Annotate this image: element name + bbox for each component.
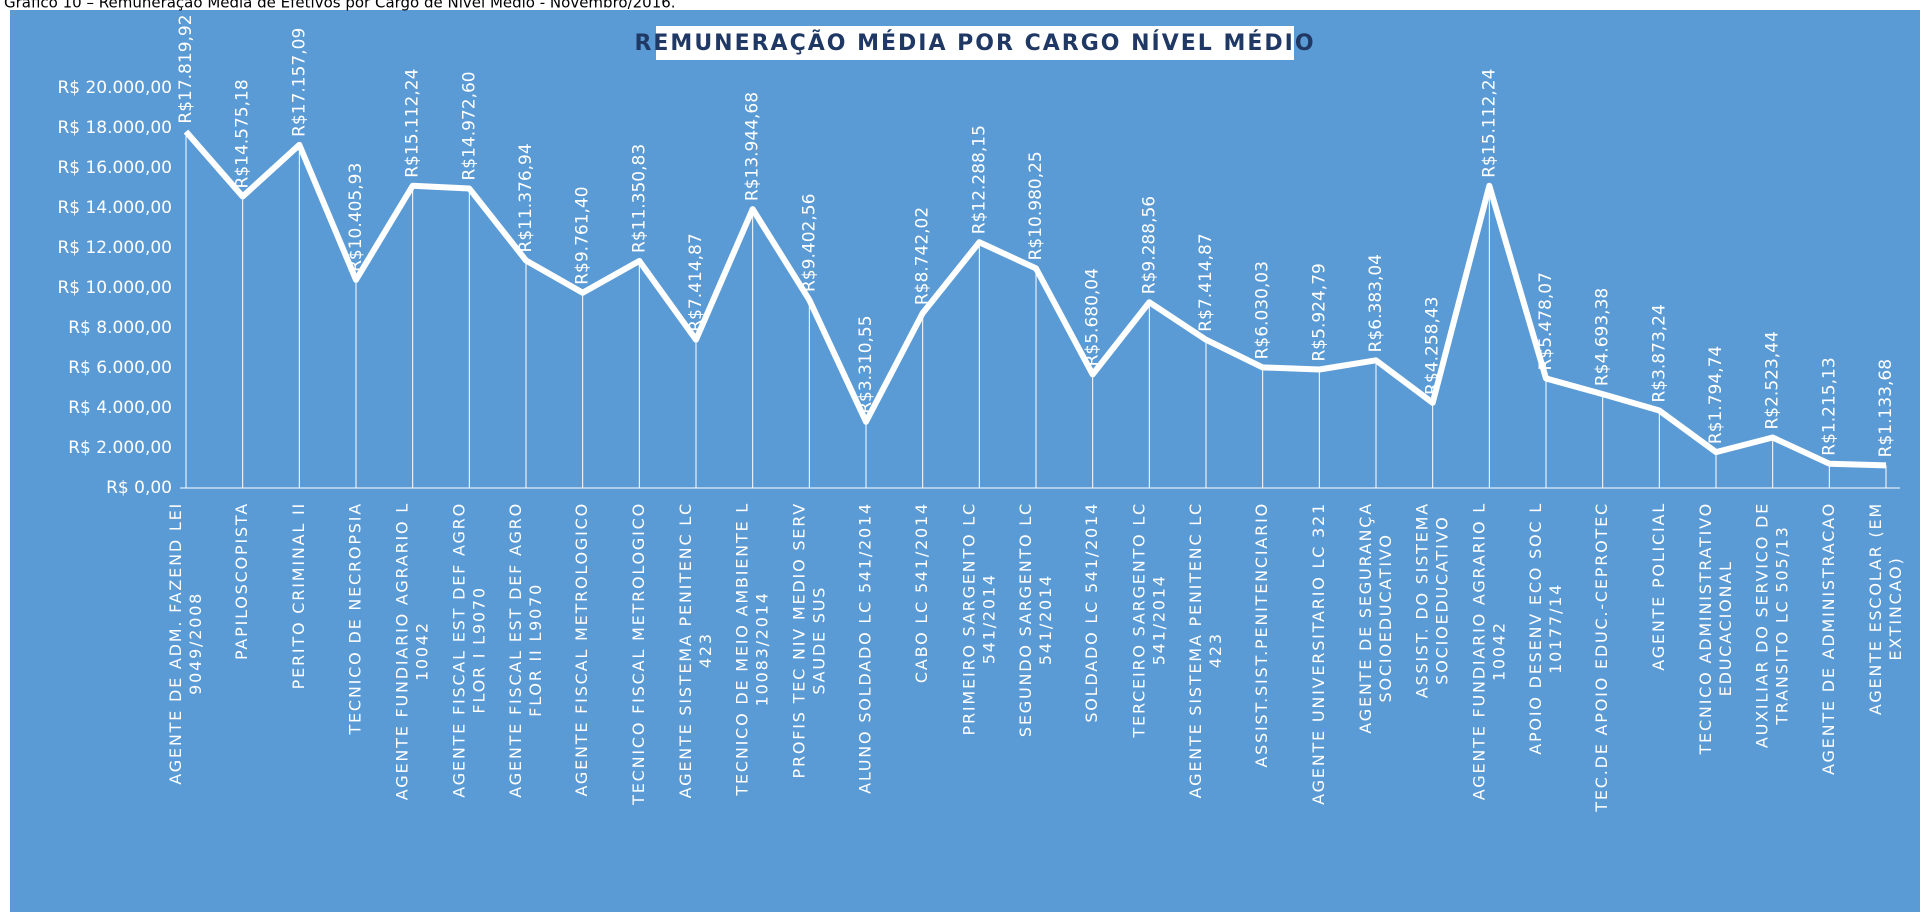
data-label: R$1.215,13: [1819, 357, 1839, 455]
y-tick-label: R$ 2.000,00: [68, 438, 172, 458]
x-tick-label: PROFIS TEC NIV MEDIO SERVSAUDE SUS: [789, 502, 828, 778]
line: [183, 129, 1887, 469]
data-label: R$9.761,40: [573, 186, 593, 284]
x-tick-label: AGENTE POLICIAL: [1649, 502, 1668, 671]
x-tick-label: TECNICO DE NECROPSIA: [346, 502, 365, 736]
x-tick-label: TERCEIRO SARGENTO LC541/2014: [1129, 502, 1168, 739]
y-tick-label: R$ 18.000,00: [57, 118, 172, 138]
x-tick-label: PERITO CRIMINAL II: [289, 502, 308, 689]
x-tick-label: AGENTE DE SEGURANÇASOCIOEDUCATIVO: [1356, 502, 1395, 734]
x-tick-label: ASSIST. DO SISTEMASOCIOEDUCATIVO: [1412, 502, 1451, 698]
x-tick-label: PRIMEIRO SARGENTO LC541/2014: [959, 502, 998, 735]
x-tick-label: TEC.DE APOIO EDUC.-CEPROTEC: [1592, 502, 1611, 813]
data-label: R$12.288,15: [969, 125, 989, 234]
x-tick-label: AGENTE FISCAL EST DEF AGROFLOR I L9070: [449, 502, 488, 798]
x-tick-label: AGENTE DE ADMINISTRACAO: [1819, 502, 1838, 775]
chart-title: REMUNERAÇÃO MÉDIA POR CARGO NÍVEL MÉDIO: [634, 30, 1315, 56]
data-label: R$11.376,94: [516, 143, 536, 252]
title-box: [656, 26, 1294, 60]
x-tick-label: CABO LC 541/2014: [912, 502, 931, 683]
x-tick-label: TECNICO DE MEIO AMBIENTE L10083/2014: [732, 502, 771, 797]
x-tick-label: AGENTE SISTEMA PENITENC LC423: [1186, 502, 1225, 798]
x-tick-label: AGENTE SISTEMA PENITENC LC423: [676, 502, 715, 798]
y-tick-label: R$ 0,00: [106, 478, 172, 498]
x-tick-label: TECNICO FISCAL METROLOGICO: [629, 502, 648, 806]
y-tick-label: R$ 14.000,00: [57, 198, 172, 218]
x-tick-label: ASSIST.SIST.PENITENCIARIO: [1252, 502, 1271, 768]
data-label: R$2.523,44: [1763, 331, 1783, 429]
x-tick-label: AGENTE DE ADM. FAZEND LEI9049/2008: [166, 502, 205, 785]
chart-background: [10, 10, 1920, 912]
x-tick-label: AUXILIAR DO SERVICO DETRANSITO LC 505/13: [1752, 502, 1791, 748]
data-label: R$15.112,24: [403, 69, 423, 178]
x-tick-label: AGENTE FUNDIARIO AGRARIO L10042: [392, 502, 431, 800]
data-label: R$17.157,09: [289, 28, 309, 137]
y-tick-label: R$ 12.000,00: [57, 238, 172, 258]
data-label: R$14.575,18: [233, 79, 253, 188]
x-tick-label: PAPILOSCOPISTA: [232, 502, 251, 660]
data-label: R$1.794,74: [1706, 346, 1726, 444]
data-label: R$1.133,68: [1876, 359, 1896, 457]
data-label: R$7.414,87: [686, 233, 706, 331]
x-tick-label: APOIO DESENV ECO SOC L10177/14: [1526, 502, 1565, 755]
data-label: R$3.873,24: [1649, 304, 1669, 402]
data-label: R$9.402,56: [799, 194, 819, 292]
data-label: R$5.680,04: [1083, 268, 1103, 366]
data-label: R$10.980,25: [1026, 151, 1046, 260]
y-tick-label: R$ 16.000,00: [57, 158, 172, 178]
x-tick-label: AGENTE FISCAL EST DEF AGROFLOR II L9070: [506, 502, 545, 798]
data-label: R$5.924,79: [1309, 263, 1329, 361]
data-label: R$11.350,83: [629, 144, 649, 253]
x-tick-label: AGENTE ESCOLAR (EMEXTINCAO): [1866, 502, 1905, 715]
y-tick-label: R$ 4.000,00: [68, 398, 172, 418]
data-label: R$6.030,03: [1253, 261, 1273, 359]
x-tick-label: AGENTE UNIVERSITARIO LC 321: [1309, 502, 1328, 805]
x-tick-label: TECNICO ADMINISTRATIVOEDUCACIONAL: [1696, 502, 1735, 756]
data-label: R$3.310,55: [856, 315, 876, 413]
data-label: R$10.405,93: [346, 163, 366, 272]
data-label: R$9.288,56: [1139, 196, 1159, 294]
y-tick-label: R$ 20.000,00: [57, 78, 172, 98]
y-tick-label: R$ 6.000,00: [68, 358, 172, 378]
data-label: R$8.742,02: [913, 207, 933, 305]
x-tick-label: SEGUNDO SARGENTO LC541/2014: [1016, 502, 1055, 737]
x-tick-label: AGENTE FUNDIARIO AGRARIO L10042: [1469, 502, 1508, 800]
data-label: R$13.944,68: [743, 92, 763, 201]
x-tick-label: ALUNO SOLDADO LC 541/2014: [856, 502, 875, 794]
data-label: R$4.693,38: [1593, 288, 1613, 386]
data-label: R$15.112,24: [1479, 69, 1499, 178]
x-tick-label: AGENTE FISCAL METROLOGICO: [572, 502, 591, 797]
data-label: R$14.972,60: [459, 71, 479, 180]
x-tick-label: SOLDADO LC 541/2014: [1082, 502, 1101, 723]
data-label: R$17.819,92: [176, 14, 196, 123]
y-tick-label: R$ 10.000,00: [57, 278, 172, 298]
data-label: R$5.478,07: [1536, 272, 1556, 370]
data-label: R$7.414,87: [1196, 233, 1216, 331]
data-label: R$6.383,04: [1366, 254, 1386, 352]
caption: Gráfico 10 – Remuneração Média de Efetiv…: [4, 0, 676, 12]
y-tick-label: R$ 8.000,00: [68, 318, 172, 338]
data-label: R$4.258,43: [1423, 296, 1443, 394]
